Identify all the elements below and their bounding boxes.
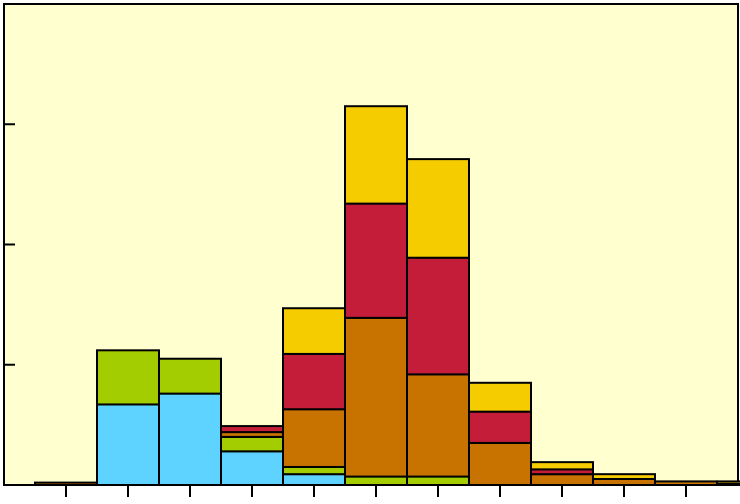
bar-bin-4-series-2 [282,408,346,468]
bar-bin-7-series-2 [468,441,532,487]
bar-bin-5-series-1 [344,475,408,486]
bar-bin-1-series-0 [96,403,160,486]
bar-bin-8-series-4 [530,461,594,471]
bar-bin-5-series-4 [344,105,408,205]
bar-bin-1-series-1 [96,349,160,406]
bar-bin-6-series-2 [406,373,470,478]
bar-bin-4-series-4 [282,307,346,355]
bar-bin-4-series-3 [282,352,346,411]
bar-bin-6-series-3 [406,256,470,376]
bar-bin-0-series-2 [34,481,98,487]
bar-bin-2-series-0 [158,392,222,486]
bar-bin-9-series-4 [592,473,656,480]
bar-bin-3-series-1 [220,435,284,453]
bar-bin-7-series-3 [468,410,532,444]
bar-bin-2-series-1 [158,357,222,395]
bar-bin-6-series-4 [406,158,470,259]
bar-bin-6-series-1 [406,475,470,486]
bar-bin-4-series-1 [282,465,346,476]
bars-group [34,105,740,487]
bar-bin-3-series-3 [220,425,284,434]
bar-bin-8-series-2 [530,473,594,486]
bar-bin-5-series-3 [344,202,408,319]
bar-bin-4-series-0 [282,473,346,486]
bar-bin-3-series-0 [220,450,284,486]
bar-bin-5-series-2 [344,316,408,478]
bar-bin-11-series-4 [716,480,740,485]
bar-bin-10-series-2 [654,480,718,486]
bar-bin-7-series-4 [468,381,532,413]
axes-group [4,123,687,497]
